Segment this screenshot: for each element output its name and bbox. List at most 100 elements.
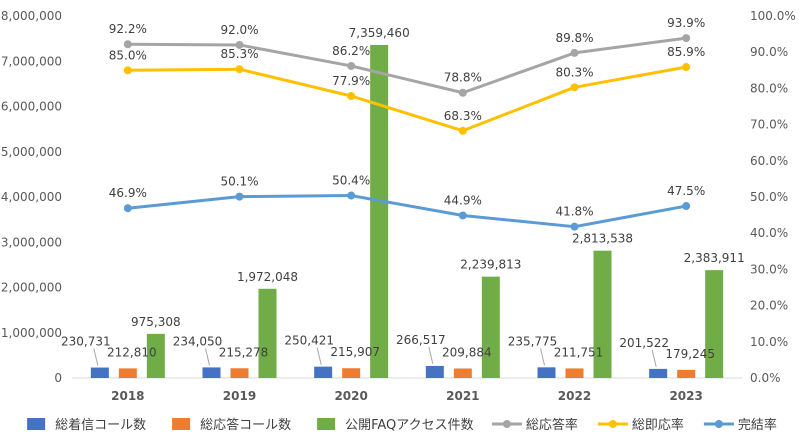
y-right-tick-label: 30.0%: [750, 262, 788, 276]
line-point: [123, 40, 132, 49]
bar: [230, 368, 249, 378]
line-point: [123, 204, 132, 213]
line-data-label: 50.1%: [220, 175, 258, 189]
line-data-label: 86.2%: [332, 44, 370, 58]
bar-data-label: 212,810: [107, 345, 157, 359]
leader-line: [205, 348, 210, 366]
line-point: [347, 191, 356, 200]
leader-line: [428, 346, 434, 365]
bar-data-label: 235,775: [508, 334, 558, 348]
bar: [705, 270, 724, 378]
line-point: [682, 63, 691, 72]
y-right-tick-label: 60.0%: [750, 154, 788, 168]
line-data-label: 85.9%: [667, 45, 705, 59]
line-point: [458, 88, 467, 97]
line-data-label: 92.0%: [220, 23, 258, 37]
y-left-tick-label: 2,000,000: [1, 281, 62, 295]
bar-data-label: 179,245: [665, 347, 715, 361]
x-tick-label: 2019: [223, 389, 256, 403]
y-right-tick-label: 50.0%: [750, 190, 788, 204]
line-data-label: 85.3%: [220, 47, 258, 61]
leader-line: [93, 348, 99, 366]
series-line: [127, 194, 687, 229]
line-point: [235, 65, 244, 74]
y-right-tick-label: 90.0%: [750, 45, 788, 59]
line-point: [458, 211, 467, 220]
bar: [425, 365, 444, 378]
legend-swatch: [27, 418, 46, 430]
legend-label: 総応答コール数: [200, 417, 291, 433]
line-data-label: 77.9%: [332, 74, 370, 88]
bar-data-label: 230,731: [61, 335, 111, 349]
legend-marker: [714, 420, 723, 428]
x-tick-label: 2018: [111, 389, 144, 403]
line-data-label: 68.3%: [444, 109, 482, 123]
line-point: [570, 83, 579, 92]
y-left-tick-label: 0: [54, 371, 62, 385]
legend-swatch: [172, 418, 191, 430]
y-right-tick-label: 20.0%: [750, 299, 788, 313]
legend-label: 総応答率: [526, 417, 578, 433]
y-right-tick-label: 70.0%: [750, 118, 788, 132]
line-data-label: 80.3%: [555, 65, 593, 79]
bar: [342, 368, 361, 378]
bar: [202, 367, 221, 378]
legend-swatch: [317, 418, 336, 430]
line-data-label: 78.8%: [444, 71, 482, 85]
line-data-label: 41.8%: [555, 205, 593, 219]
y-right-tick-label: 40.0%: [750, 226, 788, 240]
bar: [481, 276, 500, 378]
bar-data-label: 975,308: [131, 315, 181, 329]
bar: [258, 288, 277, 378]
y-left-tick-label: 1,000,000: [1, 326, 62, 340]
line-point: [570, 222, 579, 231]
line-point: [682, 34, 691, 43]
line-data-label: 46.9%: [109, 186, 147, 200]
bar: [370, 44, 389, 378]
bar-data-label: 201,522: [619, 336, 669, 350]
bar-data-label: 2,383,911: [684, 251, 745, 265]
bar-data-label: 1,972,048: [237, 270, 298, 284]
line-data-label: 89.8%: [555, 31, 593, 45]
bar: [649, 368, 668, 378]
x-tick-label: 2020: [334, 389, 367, 403]
line-point: [347, 61, 356, 70]
y-left-tick-label: 8,000,000: [1, 9, 62, 23]
bar: [565, 368, 584, 378]
line-data-label: 50.4%: [332, 174, 370, 188]
bar-data-label: 215,278: [219, 345, 269, 359]
legend-marker: [502, 420, 511, 428]
bar-data-label: 211,751: [554, 345, 604, 359]
line-point: [570, 48, 579, 57]
line-point: [458, 126, 467, 135]
legend-label: 総即応率: [632, 417, 684, 433]
y-left-tick-label: 6,000,000: [1, 100, 62, 114]
line-data-label: 85.0%: [109, 48, 147, 62]
line-data-label: 47.5%: [667, 184, 705, 198]
line-data-label: 93.9%: [667, 16, 705, 30]
bar-data-label: 266,517: [396, 333, 446, 347]
line-data-label: 92.2%: [109, 22, 147, 36]
y-left-tick-label: 7,000,000: [1, 54, 62, 68]
leader-line: [540, 348, 545, 366]
y-left-tick-label: 4,000,000: [1, 190, 62, 204]
line-point: [347, 92, 356, 101]
line-point: [235, 40, 244, 49]
bar: [537, 367, 556, 378]
bar-data-label: 209,884: [442, 346, 492, 360]
leader-line: [316, 347, 322, 365]
line-data-label: 44.9%: [444, 193, 482, 207]
y-right-tick-label: 10.0%: [750, 335, 788, 349]
bar-data-label: 2,239,813: [460, 258, 521, 272]
line-point: [235, 192, 244, 201]
bar-data-label: 234,050: [173, 334, 223, 348]
bar: [314, 366, 333, 378]
bar-data-label: 250,421: [284, 334, 334, 348]
bar: [677, 369, 696, 378]
legend-marker: [608, 420, 617, 428]
y-right-tick-label: 100.0%: [750, 9, 796, 23]
leader-line: [651, 349, 657, 367]
line-point: [123, 66, 132, 75]
